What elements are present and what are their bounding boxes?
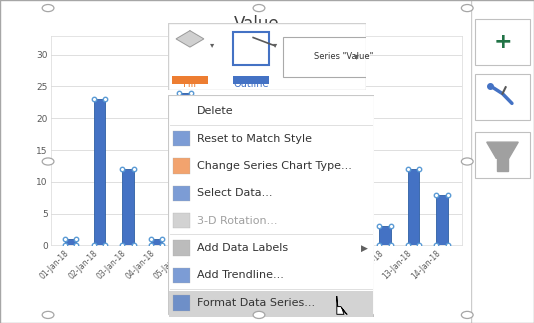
Text: ▾: ▾ [273, 40, 277, 49]
FancyBboxPatch shape [233, 32, 269, 65]
Polygon shape [487, 142, 518, 158]
Polygon shape [337, 297, 347, 314]
FancyBboxPatch shape [174, 158, 190, 174]
Text: Delete: Delete [197, 106, 233, 116]
Text: Series "Value": Series "Value" [315, 52, 374, 61]
Text: ▾: ▾ [209, 40, 214, 49]
FancyBboxPatch shape [168, 23, 366, 90]
Bar [179, 93, 191, 245]
Text: ▾: ▾ [354, 52, 358, 61]
Bar [65, 239, 76, 245]
FancyBboxPatch shape [174, 213, 190, 228]
Bar [379, 226, 390, 245]
Text: ▶: ▶ [361, 244, 367, 253]
Text: Add Trendline...: Add Trendline... [197, 270, 284, 280]
FancyBboxPatch shape [172, 76, 208, 84]
FancyBboxPatch shape [475, 19, 530, 65]
Text: Fill: Fill [183, 79, 197, 89]
Bar [407, 169, 419, 245]
Polygon shape [176, 31, 204, 47]
Bar [151, 239, 162, 245]
FancyBboxPatch shape [283, 37, 366, 77]
Text: Change Series Chart Type...: Change Series Chart Type... [197, 161, 352, 171]
FancyBboxPatch shape [174, 186, 190, 201]
FancyBboxPatch shape [172, 25, 370, 93]
FancyBboxPatch shape [233, 76, 269, 84]
FancyBboxPatch shape [172, 100, 378, 321]
FancyBboxPatch shape [174, 131, 190, 146]
FancyBboxPatch shape [475, 74, 530, 120]
Text: Reset to Match Style: Reset to Match Style [197, 134, 312, 143]
FancyBboxPatch shape [169, 290, 373, 317]
Bar [436, 194, 447, 245]
Polygon shape [498, 158, 507, 171]
Text: 3-D Rotation...: 3-D Rotation... [197, 216, 278, 226]
Text: Outline: Outline [233, 79, 269, 89]
FancyBboxPatch shape [174, 240, 190, 256]
Text: +: + [493, 32, 512, 52]
FancyBboxPatch shape [174, 295, 190, 311]
Bar [208, 239, 219, 245]
Bar [122, 169, 134, 245]
Title: Value: Value [233, 15, 279, 33]
FancyBboxPatch shape [475, 132, 530, 178]
Text: Select Data...: Select Data... [197, 188, 272, 198]
Bar [93, 99, 105, 245]
FancyBboxPatch shape [168, 95, 374, 314]
FancyBboxPatch shape [174, 268, 190, 283]
Text: Add Data Labels: Add Data Labels [197, 243, 288, 253]
Text: Format Data Series...: Format Data Series... [197, 298, 315, 308]
